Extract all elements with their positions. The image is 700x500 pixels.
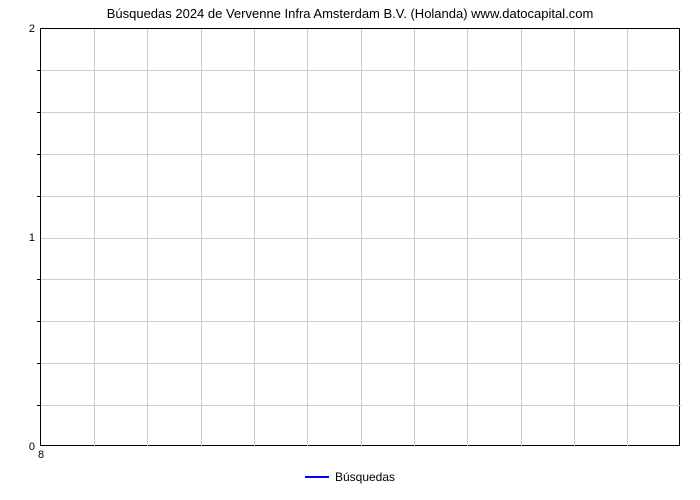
gridline-horizontal xyxy=(41,154,681,155)
gridline-horizontal xyxy=(41,321,681,322)
gridline-horizontal xyxy=(41,112,681,113)
y-minor-tick xyxy=(37,154,41,155)
gridline-horizontal xyxy=(41,196,681,197)
chart-container: Búsquedas 2024 de Vervenne Infra Amsterd… xyxy=(0,0,700,500)
y-tick-label: 2 xyxy=(29,23,35,35)
y-minor-tick xyxy=(37,70,41,71)
y-minor-tick xyxy=(37,112,41,113)
gridline-horizontal xyxy=(41,238,681,239)
y-minor-tick xyxy=(37,321,41,322)
y-minor-tick xyxy=(37,196,41,197)
legend-label: Búsquedas xyxy=(335,470,395,484)
y-minor-tick xyxy=(37,279,41,280)
legend: Búsquedas xyxy=(0,470,700,484)
gridline-horizontal xyxy=(41,363,681,364)
y-minor-tick xyxy=(37,363,41,364)
gridline-horizontal xyxy=(41,70,681,71)
y-tick-label: 1 xyxy=(29,232,35,244)
x-tick-label: 8 xyxy=(38,449,44,461)
plot-area: 0128 xyxy=(40,28,680,446)
legend-swatch xyxy=(305,476,329,478)
y-tick-label: 0 xyxy=(29,441,35,453)
chart-title: Búsquedas 2024 de Vervenne Infra Amsterd… xyxy=(0,6,700,21)
y-minor-tick xyxy=(37,405,41,406)
gridline-horizontal xyxy=(41,279,681,280)
gridline-horizontal xyxy=(41,405,681,406)
